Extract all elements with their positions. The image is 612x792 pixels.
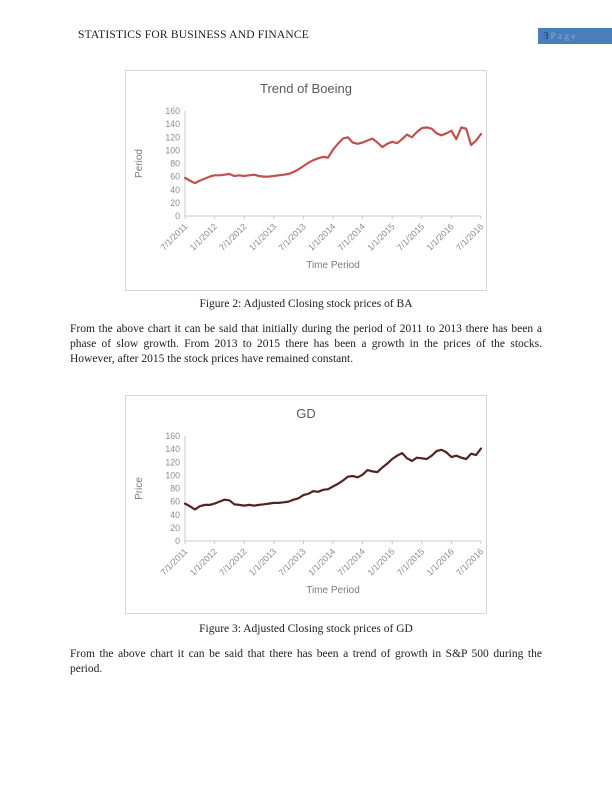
boeing-chart-canvas: 0204060801001201401607/1/20111/1/20127/1… [134, 106, 485, 271]
y-tick-label: 80 [170, 159, 180, 169]
y-tick-label: 120 [165, 457, 180, 467]
y-tick-label: 20 [170, 523, 180, 533]
gd-chart: GD 0 20 40 60 80 100 120 140 160 7/1/2011 1/1/2012… [125, 395, 487, 614]
series-line [183, 447, 483, 511]
figure-2-caption: Figure 2: Adjusted Closing stock prices … [199, 298, 413, 310]
x-tick-label: 1/1/2012 [188, 546, 219, 577]
boeing-chart-title: Trend of Boeing [259, 81, 353, 96]
paragraph-ba-analysis: From the above chart it can be said that… [70, 323, 542, 366]
x-tick-label: 7/1/2014 [336, 546, 367, 577]
x-tick-label: 7/1/2016 [454, 221, 485, 252]
x-tick-label: 7/1/2013 [277, 221, 308, 252]
y-tick-label: 140 [165, 119, 180, 129]
boeing-chart: Trend of Boeing 0 20 40 60 80 100 120 140 160 7/1… [125, 70, 487, 291]
y-tick-label: 60 [170, 172, 180, 182]
x-tick-label: 7/1/2011 [159, 221, 190, 252]
gd-chart-title: GD [296, 406, 316, 421]
y-tick-label: 140 [165, 444, 180, 454]
x-tick-label: 1/1/2015 [365, 546, 396, 577]
x-tick-label: 7/1/2016 [454, 546, 485, 577]
x-tick-label: 1/1/2016 [425, 546, 456, 577]
y-axis-title: Price [134, 477, 145, 500]
y-tick-label: 100 [165, 145, 180, 155]
y-tick-label: 80 [170, 484, 180, 494]
y-tick-label: 40 [170, 185, 180, 195]
page-number-suffix: Page [550, 30, 578, 41]
series-line [183, 126, 483, 185]
page-header-title: STATISTICS FOR BUSINESS AND FINANCE [78, 29, 310, 41]
x-tick-label: 7/1/2012 [217, 221, 248, 252]
x-tick-label: 1/1/2013 [247, 546, 278, 577]
x-tick-label: 1/1/2012 [188, 221, 219, 252]
page-number-box: 3 Page [538, 28, 612, 44]
y-tick-label: 60 [170, 497, 180, 507]
x-tick-label: 1/1/2016 [425, 221, 456, 252]
figure-3-caption: Figure 3: Adjusted Closing stock prices … [199, 623, 413, 635]
x-tick-label: 7/1/2015 [395, 221, 426, 252]
y-tick-label: 120 [165, 132, 180, 142]
paragraph-gd-analysis: From the above chart it can be said that… [70, 648, 542, 676]
y-tick-label: 160 [165, 106, 180, 116]
page-number: 3 [543, 29, 549, 42]
x-tick-label: 7/1/2012 [217, 546, 248, 577]
y-tick-label: 0 [175, 211, 180, 221]
gd-chart-canvas: 0204060801001201401607/1/20111/1/20127/1… [134, 431, 485, 596]
x-tick-label: 1/1/2013 [247, 221, 278, 252]
x-tick-label: 1/1/2014 [306, 546, 337, 577]
y-tick-label: 0 [175, 536, 180, 546]
x-axis-title: Time Period [306, 585, 360, 596]
x-tick-label: 1/1/2015 [365, 221, 396, 252]
x-tick-label: 7/1/2013 [277, 546, 308, 577]
y-tick-label: 100 [165, 470, 180, 480]
y-tick-label: 40 [170, 510, 180, 520]
x-tick-label: 7/1/2015 [395, 546, 426, 577]
y-tick-label: 20 [170, 198, 180, 208]
y-tick-label: 160 [165, 431, 180, 441]
x-tick-label: 7/1/2011 [159, 546, 190, 577]
x-axis-title: Time Period [306, 260, 360, 271]
y-axis-title: Period [134, 149, 145, 178]
x-tick-label: 7/1/2014 [336, 221, 367, 252]
x-tick-label: 1/1/2014 [306, 221, 337, 252]
